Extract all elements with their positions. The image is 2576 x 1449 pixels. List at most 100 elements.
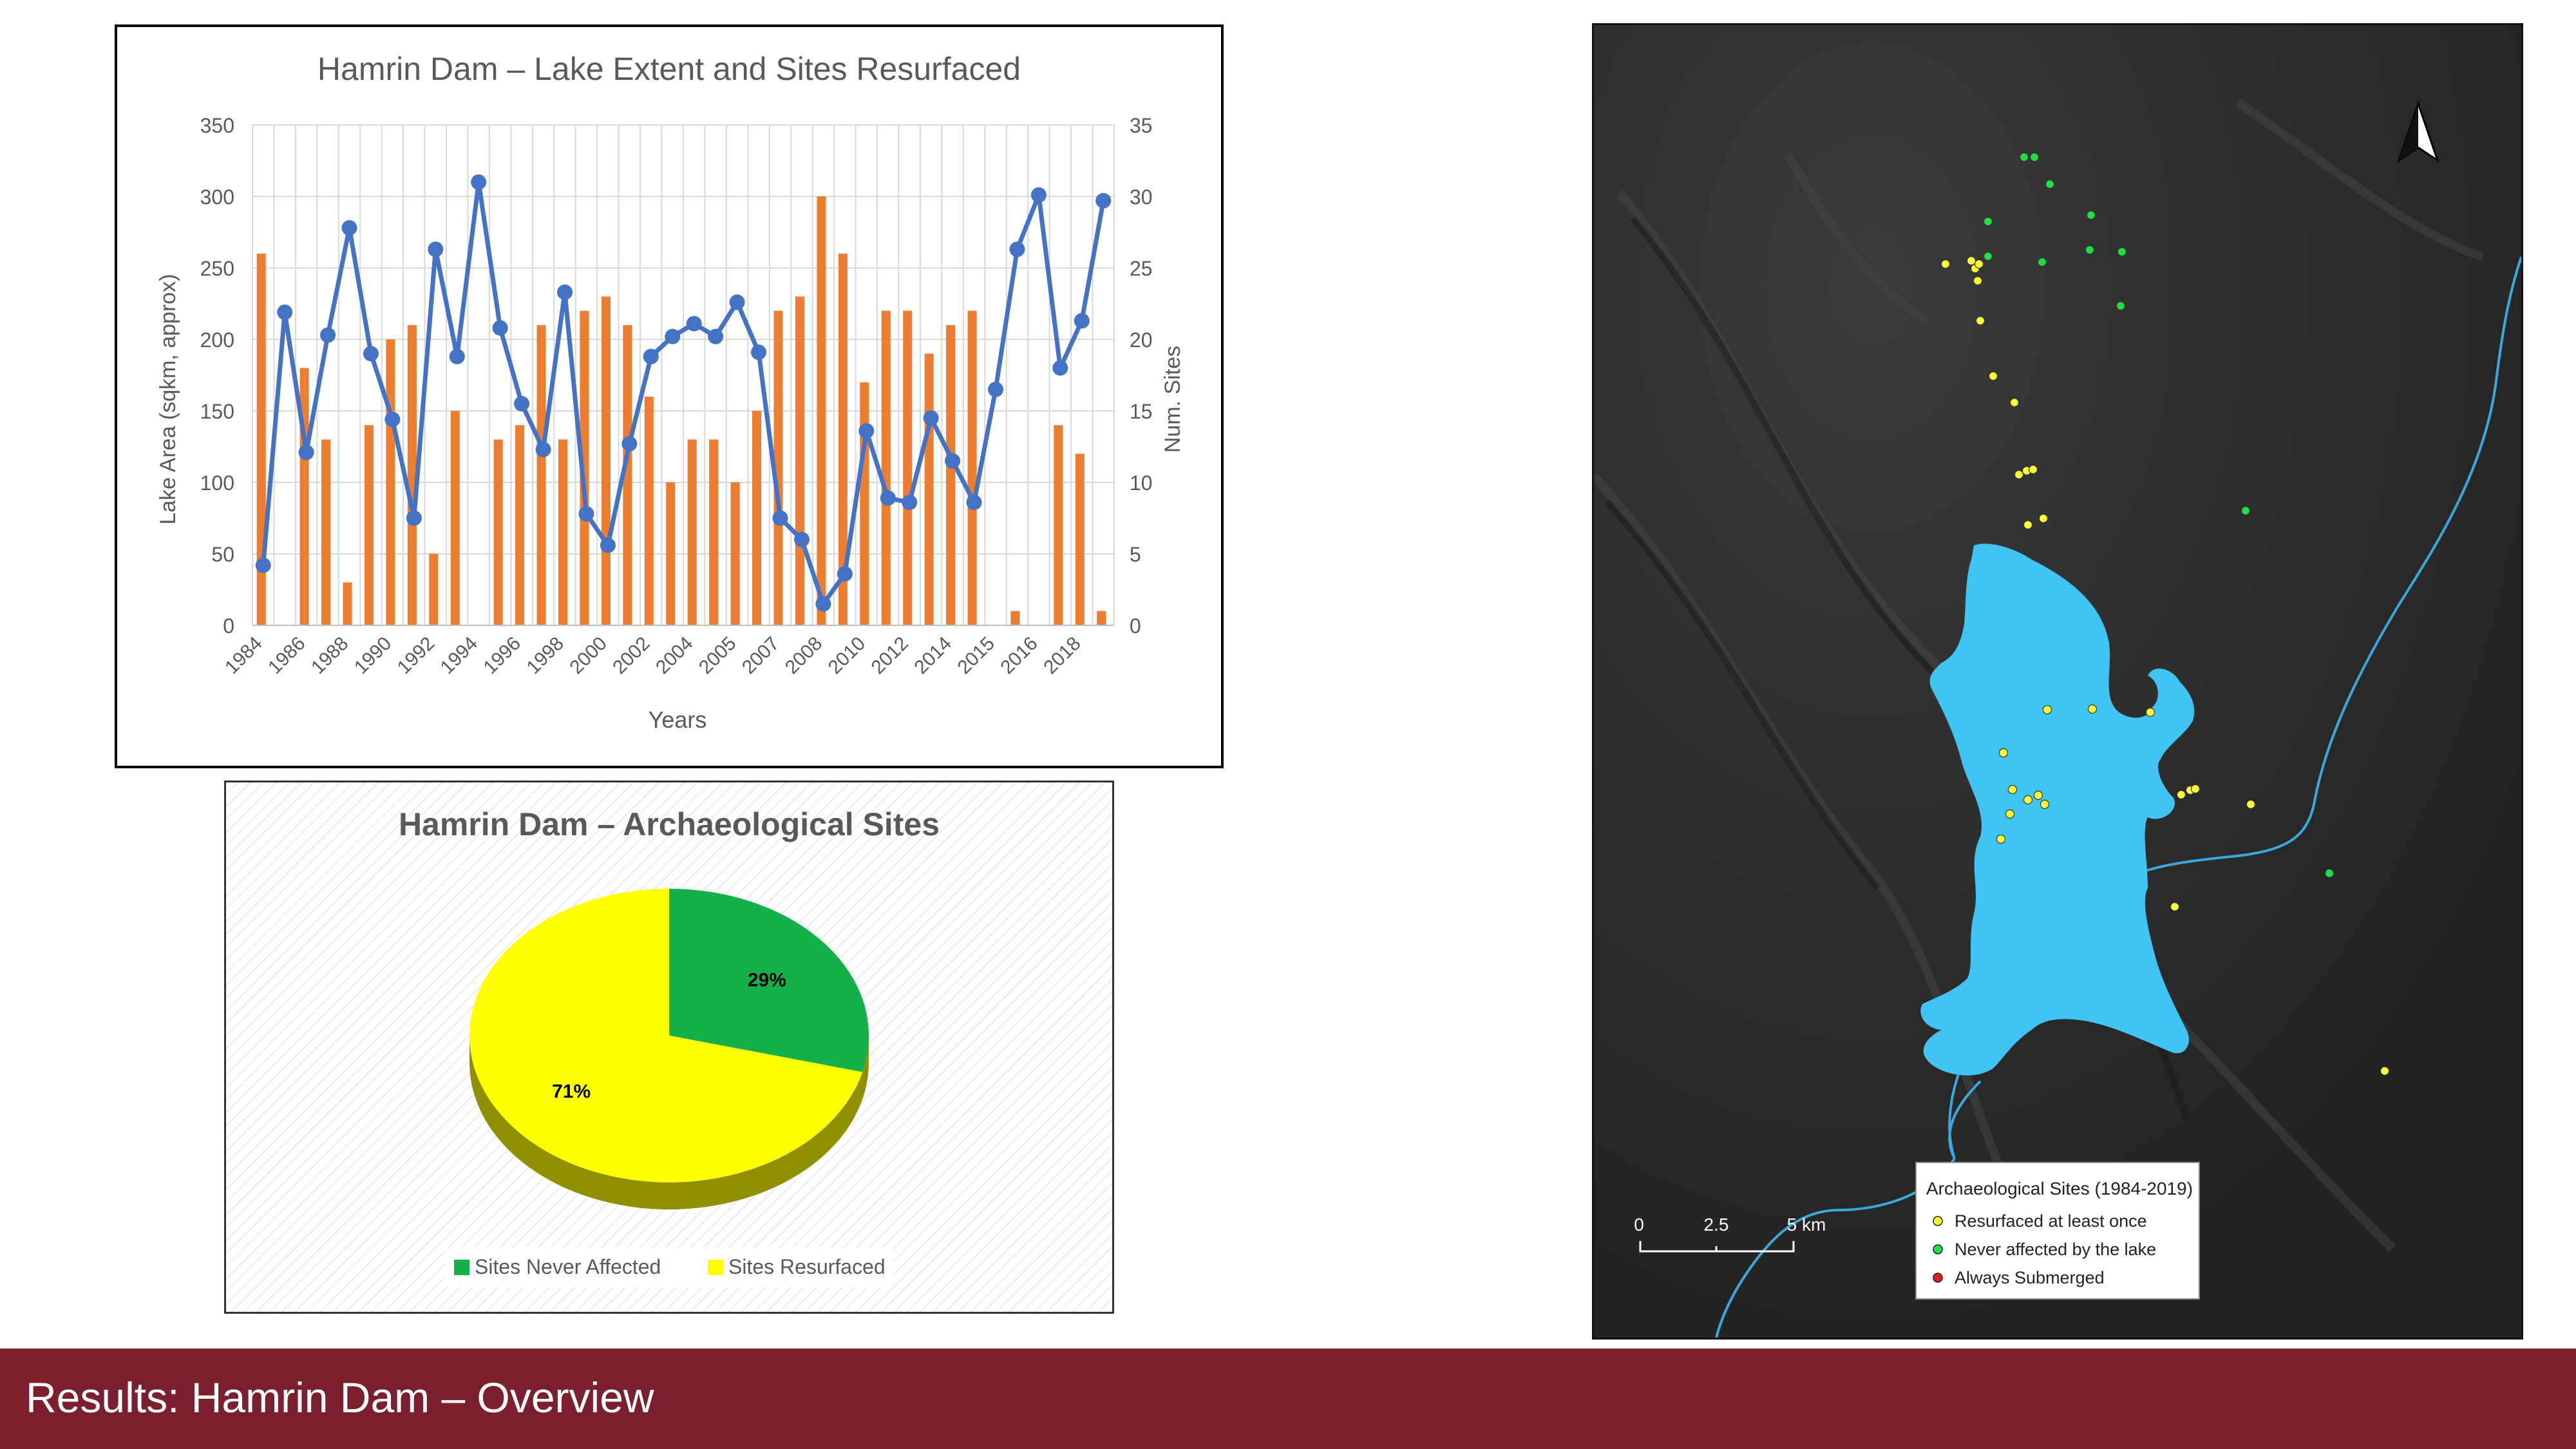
legend-label-resurfaced-once: Resurfaced at least once: [1955, 1211, 2147, 1231]
archaeological-sites-pie-chart: Hamrin Dam – Archaeological Sites 29% 71%…: [224, 781, 1114, 1314]
site-marker-never-affected[interactable]: [2116, 301, 2126, 311]
site-marker-never-affected[interactable]: [2117, 247, 2127, 257]
line-point: [837, 566, 853, 582]
site-marker-resurfaced[interactable]: [1975, 316, 1985, 326]
bar: [817, 196, 826, 625]
site-marker-resurfaced[interactable]: [2023, 520, 2033, 530]
legend-label-resurfaced: Sites Resurfaced: [728, 1255, 886, 1278]
bar: [709, 439, 719, 625]
legend-dot-always-submerged: [1933, 1273, 1943, 1283]
bar: [860, 382, 869, 625]
bar: [558, 439, 568, 625]
line-point: [1009, 242, 1025, 258]
site-marker-resurfaced[interactable]: [1998, 748, 2009, 758]
site-marker-resurfaced[interactable]: [2014, 469, 2024, 480]
line-point: [255, 557, 271, 573]
site-marker-never-affected[interactable]: [2240, 506, 2251, 516]
site-marker-resurfaced[interactable]: [1974, 259, 1984, 269]
line-point: [341, 220, 357, 236]
site-marker-resurfaced[interactable]: [1973, 276, 1983, 286]
site-marker-never-affected[interactable]: [2029, 152, 2040, 162]
bar: [256, 253, 266, 625]
site-marker-resurfaced[interactable]: [2040, 799, 2050, 810]
x-tick-label: 2016: [996, 633, 1042, 679]
site-marker-resurfaced[interactable]: [2028, 464, 2038, 475]
bar: [924, 354, 934, 625]
line-point: [686, 316, 702, 332]
y-tick-label: 0: [223, 614, 234, 638]
site-marker-resurfaced[interactable]: [1996, 834, 2006, 844]
pie-data-label: 29%: [748, 969, 786, 990]
bar: [1097, 611, 1106, 625]
bar: [623, 325, 632, 625]
site-marker-never-affected[interactable]: [2085, 245, 2095, 255]
line-point: [858, 423, 875, 439]
site-marker-never-affected[interactable]: [2324, 868, 2334, 878]
x-axis-label: Years: [649, 706, 707, 733]
line-point: [988, 381, 1004, 397]
y-tick-label: 100: [200, 471, 234, 495]
bar: [515, 425, 525, 625]
site-marker-resurfaced[interactable]: [2087, 704, 2098, 714]
site-marker-resurfaced[interactable]: [2023, 795, 2033, 805]
pie-chart-svg: Hamrin Dam – Archaeological Sites 29% 71%…: [399, 806, 940, 1287]
line-point: [298, 444, 314, 460]
site-marker-never-affected[interactable]: [1983, 216, 1993, 227]
x-tick-label: 2007: [738, 633, 784, 679]
site-marker-never-affected[interactable]: [2045, 179, 2055, 189]
line-point: [815, 596, 831, 612]
chart-title: Hamrin Dam – Lake Extent and Sites Resur…: [317, 51, 1021, 87]
bar: [386, 339, 395, 625]
line-point: [363, 346, 379, 362]
line-point: [945, 453, 961, 469]
legend-label-always-submerged: Always Submerged: [1955, 1268, 2105, 1287]
y2-tick-label: 10: [1130, 471, 1153, 495]
legend-swatch-resurfaced: [708, 1260, 723, 1275]
pie-slice: [469, 889, 863, 1182]
lake: [1920, 544, 2195, 1075]
bar: [903, 310, 913, 625]
map-legend: Archaeological Sites (1984-2019) Resurfa…: [1915, 1162, 2200, 1300]
site-marker-resurfaced[interactable]: [2038, 513, 2049, 524]
map-svg: 0 2.5 5 km Archaeological Sites (1984-20…: [1594, 25, 2521, 1338]
site-marker-resurfaced[interactable]: [1966, 256, 1976, 266]
scale-label-0: 0: [1634, 1215, 1644, 1235]
bar: [580, 310, 589, 625]
site-marker-never-affected[interactable]: [2019, 152, 2029, 162]
site-marker-resurfaced[interactable]: [2246, 799, 2256, 810]
y2-tick-label: 15: [1130, 400, 1153, 423]
site-marker-resurfaced[interactable]: [2007, 784, 2018, 795]
bar: [946, 325, 956, 625]
bar: [967, 310, 977, 625]
site-marker-never-affected[interactable]: [2037, 257, 2047, 267]
site-marker-resurfaced[interactable]: [2380, 1066, 2390, 1076]
line-point: [406, 510, 422, 526]
line-point: [492, 320, 508, 336]
site-marker-resurfaced[interactable]: [2042, 705, 2052, 715]
line-point: [643, 348, 659, 365]
y2-tick-label: 25: [1130, 257, 1153, 280]
bar: [407, 325, 417, 625]
site-marker-never-affected[interactable]: [1983, 251, 1993, 261]
site-marker-resurfaced[interactable]: [2009, 397, 2020, 408]
line-point: [1095, 193, 1112, 209]
site-marker-resurfaced[interactable]: [2190, 784, 2201, 794]
pie-data-label: 71%: [552, 1081, 591, 1103]
x-tick-label: 1994: [437, 633, 482, 679]
site-marker-resurfaced[interactable]: [2176, 790, 2186, 800]
site-marker-resurfaced[interactable]: [1988, 371, 1998, 381]
x-tick-label: 2012: [867, 633, 913, 679]
site-marker-resurfaced[interactable]: [2170, 902, 2180, 912]
site-marker-resurfaced[interactable]: [2033, 790, 2043, 800]
scale-bar: 0 2.5 5 km: [1634, 1215, 1826, 1253]
y-tick-label: 150: [200, 400, 234, 423]
line-point: [514, 395, 530, 412]
site-marker-resurfaced[interactable]: [2145, 707, 2155, 717]
line-point: [772, 510, 788, 526]
bar: [450, 411, 460, 625]
site-marker-resurfaced[interactable]: [2005, 809, 2015, 819]
legend-label-never-affected-lake: Never affected by the lake: [1955, 1240, 2156, 1259]
site-marker-never-affected[interactable]: [2086, 210, 2096, 220]
site-marker-resurfaced[interactable]: [1940, 259, 1951, 269]
site-map[interactable]: 0 2.5 5 km Archaeological Sites (1984-20…: [1592, 23, 2523, 1340]
